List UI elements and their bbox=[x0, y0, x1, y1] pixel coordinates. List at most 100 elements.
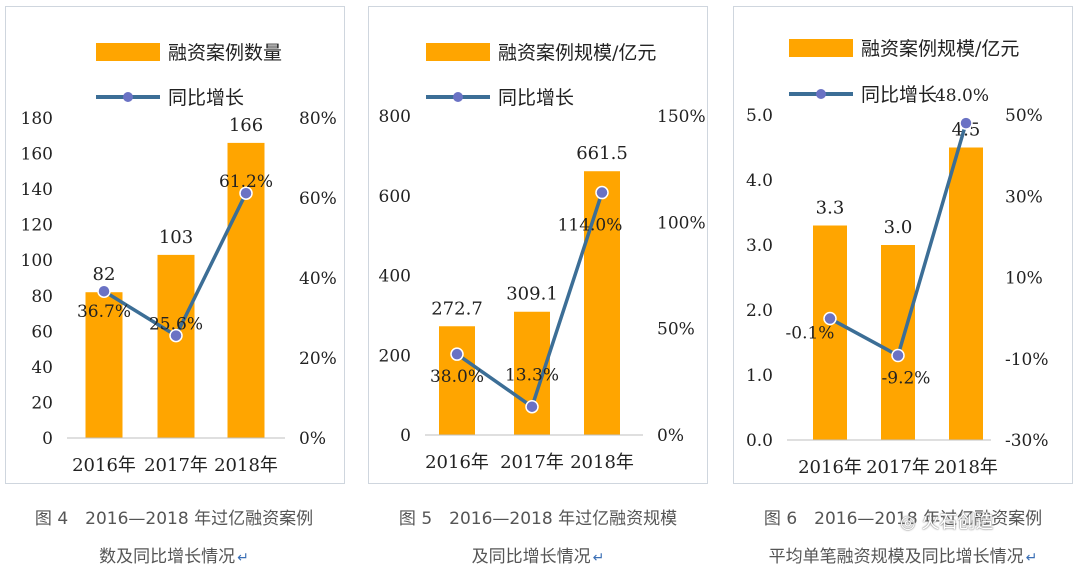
return-mark-icon: ↵ bbox=[592, 550, 605, 566]
bar bbox=[439, 326, 475, 435]
caption-fig6-line1: 图 6 2016—2018 年过亿融资案例 bbox=[763, 509, 1043, 529]
left-axis-tick-label: 0 bbox=[400, 426, 411, 446]
legend-bar-label: 融资案例规模/亿元 bbox=[861, 38, 1019, 60]
right-axis-tick-label: 50% bbox=[657, 320, 695, 340]
left-axis-tick-label: 60 bbox=[31, 322, 53, 342]
legend-line-label: 同比增长 bbox=[498, 87, 574, 109]
left-axis-tick-label: 0.0 bbox=[746, 431, 773, 451]
growth-value-label: 48.0% bbox=[935, 86, 989, 106]
bar-value-label: 3.0 bbox=[884, 217, 913, 238]
legend-bar-label: 融资案例数量 bbox=[168, 42, 282, 64]
left-axis-tick-label: 180 bbox=[21, 109, 53, 129]
return-mark-icon: ↵ bbox=[237, 550, 249, 566]
left-axis-tick-label: 0 bbox=[42, 429, 53, 449]
bar bbox=[813, 225, 847, 440]
x-axis-tick-label: 2016年 bbox=[425, 452, 489, 473]
legend-line-marker bbox=[453, 92, 463, 102]
left-axis-tick-label: 160 bbox=[21, 145, 53, 165]
right-axis-tick-label: 10% bbox=[1005, 269, 1043, 289]
growth-point bbox=[97, 284, 111, 298]
legend-line-marker bbox=[123, 92, 133, 102]
chart-panel-fig6: 融资案例规模/亿元 同比增长 0.0 1.0 2.0 3.0 4.0 5.0 -30% -10% 1… bbox=[733, 6, 1073, 484]
left-axis-tick-label: 200 bbox=[379, 346, 411, 366]
left-axis-tick-label: 80 bbox=[31, 287, 53, 307]
left-axis-tick-label: 20 bbox=[31, 393, 53, 413]
bar bbox=[157, 254, 195, 438]
left-axis-tick-label: 120 bbox=[21, 216, 53, 236]
growth-point bbox=[450, 347, 464, 361]
growth-value-label: 114.0% bbox=[558, 216, 623, 236]
bar-value-label: 82 bbox=[93, 264, 116, 285]
legend-bar-swatch bbox=[96, 43, 160, 61]
watermark-text: 火石创造 bbox=[921, 512, 994, 533]
bar-value-label: 272.7 bbox=[431, 298, 483, 319]
chart-panel-fig4: 融资案例数量 同比增长 0 20 40 60 80 100 120 140 160 180 0% 20% 4… bbox=[5, 6, 345, 484]
x-axis-tick-label: 2017年 bbox=[866, 457, 930, 478]
left-axis-tick-label: 40 bbox=[31, 358, 53, 378]
growth-point bbox=[525, 399, 539, 414]
watermark-logo: ◎ 火石创造 bbox=[900, 512, 994, 533]
growth-value-label: 13.3% bbox=[505, 366, 559, 386]
caption-fig5: 图 5 2016—2018 年过亿融资规模 及同比增长情况 ↵ bbox=[362, 500, 714, 577]
legend-line-label: 同比增长 bbox=[861, 84, 937, 106]
bar bbox=[85, 292, 123, 438]
left-axis-tick-label: 3.0 bbox=[746, 236, 773, 256]
right-axis-tick-label: -10% bbox=[1005, 350, 1049, 370]
right-axis-tick-label: 0% bbox=[657, 426, 684, 446]
right-axis-tick-label: 30% bbox=[1005, 187, 1043, 207]
left-axis-tick-label: 1.0 bbox=[746, 366, 773, 386]
chart-panel-fig5: 融资案例规模/亿元 同比增长 0 200 400 600 800 0% 50% 100% 150% 2… bbox=[368, 6, 708, 484]
bar bbox=[584, 171, 620, 435]
growth-value-label: -0.1% bbox=[786, 324, 835, 344]
caption-fig5-line1: 图 5 2016—2018 年过亿融资规模 bbox=[398, 509, 678, 529]
bar bbox=[949, 147, 983, 440]
growth-point bbox=[595, 185, 609, 200]
right-axis-tick-label: 50% bbox=[1005, 106, 1043, 126]
left-axis-tick-label: 140 bbox=[21, 180, 53, 200]
return-mark-icon: ↵ bbox=[1025, 550, 1038, 566]
growth-value-label: -9.2% bbox=[882, 369, 931, 389]
bar-value-label: 166 bbox=[229, 115, 263, 136]
bar-value-label: 661.5 bbox=[576, 143, 628, 164]
growth-value-label: 25.6% bbox=[149, 315, 203, 335]
caption-fig4: 图 4 2016—2018 年过亿融资案例 数及同比增长情况 ↵ bbox=[0, 500, 350, 577]
legend-bar-swatch bbox=[789, 39, 853, 57]
x-axis-tick-label: 2018年 bbox=[934, 457, 998, 478]
caption-fig4-line1: 图 4 2016—2018 年过亿融资案例 bbox=[34, 509, 314, 529]
growth-value-label: 38.0% bbox=[430, 367, 484, 387]
growth-point bbox=[239, 186, 253, 200]
caption-fig6-line2: 平均单笔融资规模及同比增长情况 bbox=[768, 547, 1024, 567]
legend-line-label: 同比增长 bbox=[168, 87, 244, 109]
x-axis-tick-label: 2017年 bbox=[500, 452, 564, 473]
left-axis-tick-label: 600 bbox=[379, 187, 411, 207]
caption-fig4-line2: 数及同比增长情况 bbox=[99, 547, 236, 567]
left-axis-tick-label: 2.0 bbox=[746, 301, 773, 321]
left-axis-tick-label: 5.0 bbox=[746, 106, 773, 126]
left-axis-tick-label: 4.0 bbox=[746, 171, 773, 191]
right-axis-tick-label: 60% bbox=[299, 189, 337, 209]
right-axis-tick-label: 40% bbox=[299, 269, 337, 289]
bar-value-label: 309.1 bbox=[506, 284, 558, 305]
left-axis-tick-label: 800 bbox=[379, 107, 411, 127]
growth-point bbox=[823, 311, 837, 326]
right-axis-tick-label: 100% bbox=[657, 213, 706, 233]
growth-point bbox=[959, 116, 973, 130]
right-axis-tick-label: 0% bbox=[299, 429, 326, 449]
caption-fig6: 图 6 2016—2018 年过亿融资案例 平均单笔融资规模及同比增长情况 ↵ bbox=[727, 500, 1079, 577]
legend-bar-label: 融资案例规模/亿元 bbox=[498, 42, 656, 64]
growth-point bbox=[891, 348, 905, 363]
x-axis-tick-label: 2016年 bbox=[798, 457, 862, 478]
left-axis-tick-label: 100 bbox=[21, 251, 53, 271]
legend-bar-swatch bbox=[426, 43, 490, 61]
bar-value-label: 103 bbox=[159, 227, 193, 248]
right-axis-tick-label: 150% bbox=[657, 107, 706, 127]
bar-value-label: 3.3 bbox=[816, 198, 845, 219]
growth-value-label: 36.7% bbox=[77, 302, 131, 322]
growth-value-label: 61.2% bbox=[219, 172, 273, 192]
right-axis-tick-label: -30% bbox=[1005, 431, 1049, 451]
caption-fig5-line2: 及同比增长情况 bbox=[471, 547, 591, 567]
growth-point bbox=[169, 328, 183, 343]
